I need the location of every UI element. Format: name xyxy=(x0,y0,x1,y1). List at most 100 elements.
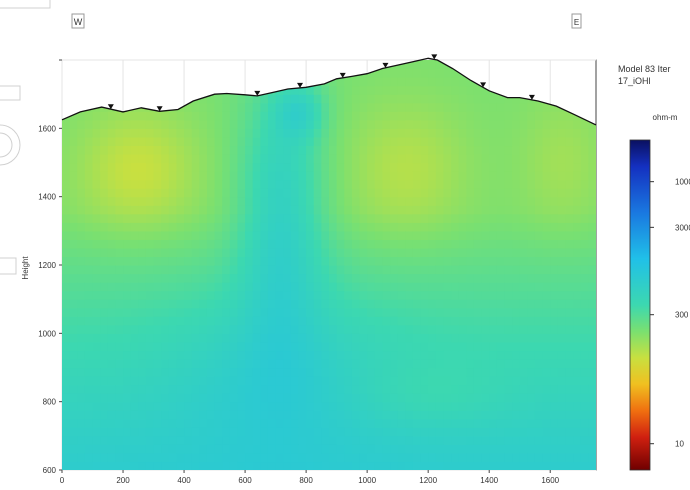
heatmap-cell xyxy=(252,239,261,249)
heatmap-cell xyxy=(267,427,277,437)
heatmap-cell xyxy=(382,427,391,437)
heatmap-cell xyxy=(336,324,345,334)
heatmap-cell xyxy=(123,461,132,471)
heatmap-cell xyxy=(420,68,429,78)
heatmap-cell xyxy=(588,179,596,189)
heatmap-cell xyxy=(92,265,101,275)
heatmap-cell xyxy=(466,358,475,369)
heatmap-cell xyxy=(191,324,200,334)
heatmap-cell xyxy=(168,205,178,215)
heatmap-cell xyxy=(245,427,254,437)
heatmap-cell xyxy=(245,265,254,275)
heatmap-cell xyxy=(527,358,536,369)
heatmap-cell xyxy=(123,145,132,155)
heatmap-cell xyxy=(275,256,284,266)
heatmap-cell xyxy=(557,401,567,411)
heatmap-cell xyxy=(222,333,231,343)
heatmap-cell xyxy=(512,119,521,129)
heatmap-cell xyxy=(290,205,300,215)
heatmap-cell xyxy=(489,205,498,215)
heatmap-cell xyxy=(191,418,200,428)
heatmap-cell xyxy=(290,435,300,445)
heatmap-cell xyxy=(161,282,170,292)
heatmap-cell xyxy=(153,282,162,292)
heatmap-cell xyxy=(62,247,71,258)
heatmap-cell xyxy=(458,179,467,189)
heatmap-cell xyxy=(382,401,391,411)
heatmap-cell xyxy=(458,162,467,172)
heatmap-cell xyxy=(298,213,307,223)
heatmap-cell xyxy=(573,222,582,232)
heatmap-cell xyxy=(542,162,551,172)
heatmap-cell xyxy=(542,324,551,334)
heatmap-cell xyxy=(138,290,147,300)
heatmap-cell xyxy=(191,401,200,411)
heatmap-cell xyxy=(329,136,338,147)
heatmap-cell xyxy=(473,333,483,343)
heatmap-cell xyxy=(313,316,322,326)
y-tick-label: 600 xyxy=(43,466,57,475)
heatmap-cell xyxy=(145,324,155,334)
heatmap-cell xyxy=(435,60,445,70)
heatmap-cell xyxy=(519,376,528,386)
heatmap-cell xyxy=(252,282,261,292)
heatmap-cell xyxy=(428,358,437,369)
heatmap-cell xyxy=(153,435,162,445)
heatmap-cell xyxy=(214,102,223,112)
heatmap-cell xyxy=(168,128,178,138)
heatmap-cell xyxy=(123,239,132,249)
heatmap-cell xyxy=(367,94,376,104)
heatmap-cell xyxy=(267,153,277,164)
heatmap-cell xyxy=(405,247,414,258)
heatmap-cell xyxy=(267,265,277,275)
heatmap-cell xyxy=(420,60,429,70)
heatmap-cell xyxy=(367,350,376,360)
heatmap-cell xyxy=(512,128,521,138)
heatmap-cell xyxy=(115,290,124,300)
heatmap-cell xyxy=(580,171,589,181)
heatmap-cell xyxy=(580,205,589,215)
heatmap-cell xyxy=(374,290,383,300)
heatmap-cell xyxy=(390,111,399,121)
heatmap-cell xyxy=(222,384,231,394)
heatmap-cell xyxy=(176,324,185,334)
heatmap-cell xyxy=(397,435,406,445)
heatmap-cell xyxy=(466,461,475,471)
heatmap-cell xyxy=(344,256,353,266)
heatmap-cell xyxy=(313,427,322,437)
heatmap-cell xyxy=(565,153,574,164)
heatmap-cell xyxy=(214,265,223,275)
heatmap-cell xyxy=(359,94,368,104)
heatmap-cell xyxy=(527,452,536,463)
heatmap-cell xyxy=(496,358,506,369)
heatmap-cell xyxy=(344,401,353,411)
x-tick-label: 0 xyxy=(60,476,65,485)
heatmap-cell xyxy=(382,299,391,309)
heatmap-cell xyxy=(481,153,490,164)
heatmap-cell xyxy=(306,239,315,249)
heatmap-cell xyxy=(313,324,322,334)
heatmap-cell xyxy=(329,128,338,138)
heatmap-cell xyxy=(298,358,307,369)
heatmap-cell xyxy=(306,435,315,445)
heatmap-cell xyxy=(329,410,338,420)
heatmap-cell xyxy=(458,111,467,121)
heatmap-cell xyxy=(92,230,101,240)
heatmap-cell xyxy=(588,196,596,206)
heatmap-cell xyxy=(123,452,132,463)
heatmap-cell xyxy=(107,265,116,275)
heatmap-cell xyxy=(412,341,422,352)
heatmap-cell xyxy=(229,316,239,326)
heatmap-cell xyxy=(298,111,307,121)
heatmap-cell xyxy=(145,205,155,215)
heatmap-cell xyxy=(573,376,582,386)
heatmap-cell xyxy=(206,102,216,112)
heatmap-cell xyxy=(321,94,330,104)
heatmap-cell xyxy=(435,452,445,463)
heatmap-cell xyxy=(466,188,475,198)
heatmap-cell xyxy=(451,384,460,394)
heatmap-cell xyxy=(92,205,101,215)
heatmap-cell xyxy=(214,239,223,249)
heatmap-cell xyxy=(191,213,200,223)
heatmap-cell xyxy=(428,145,437,155)
